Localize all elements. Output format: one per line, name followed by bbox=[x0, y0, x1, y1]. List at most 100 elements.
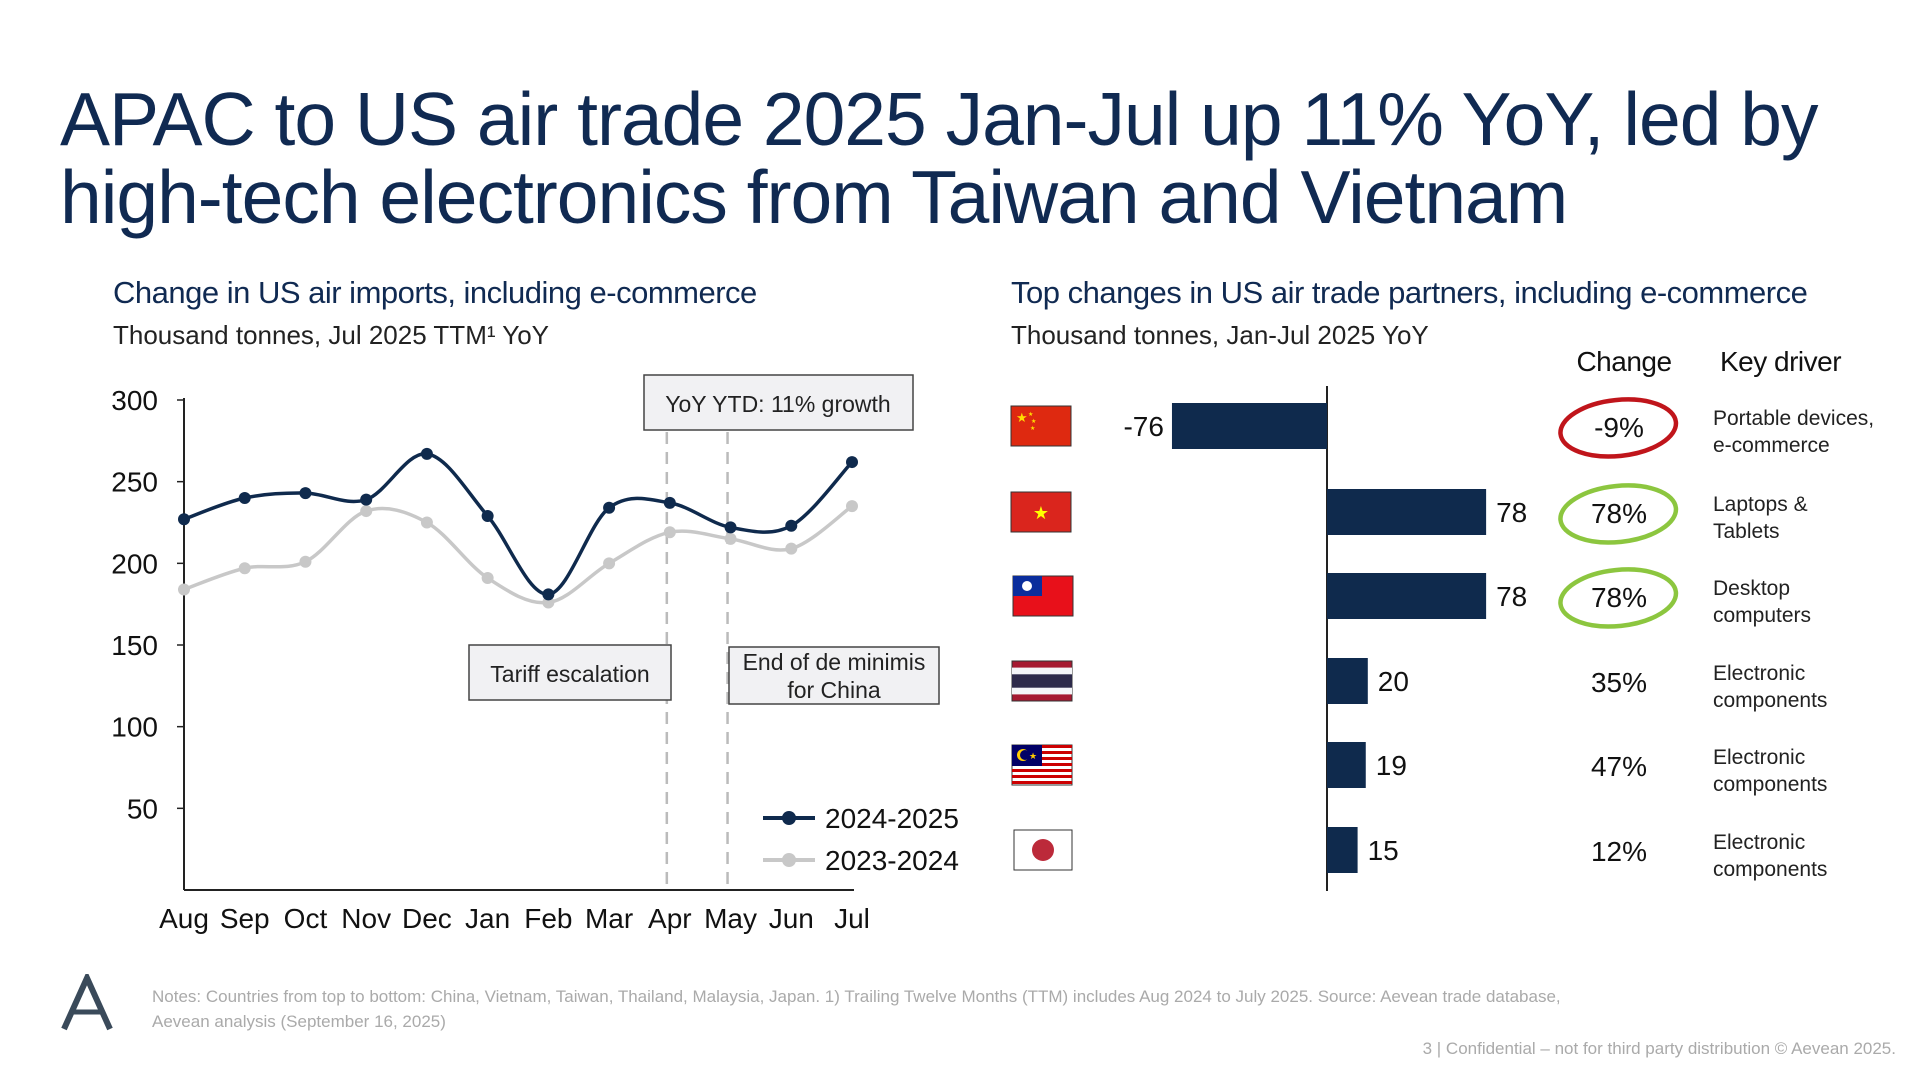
key-driver-line-2: computers bbox=[1713, 604, 1811, 627]
x-tick-label: Aug bbox=[159, 903, 209, 934]
change-value: 12% bbox=[1591, 836, 1647, 867]
key-driver-line-1: Electronic bbox=[1713, 662, 1805, 685]
svg-text:★: ★ bbox=[1029, 751, 1037, 761]
annotation-ytd: YoY YTD: 11% growth bbox=[643, 374, 914, 431]
svg-text:★: ★ bbox=[1028, 411, 1033, 418]
data-point-2023-2024 bbox=[420, 516, 433, 529]
bar-thailand bbox=[1327, 658, 1368, 704]
legend-label-2023-2024: 2023-2024 bbox=[825, 845, 959, 876]
title-line-1: APAC to US air trade 2025 Jan-Jul up 11%… bbox=[60, 77, 1818, 161]
driver-column-header: Key driver bbox=[1720, 346, 1842, 377]
y-tick-label: 100 bbox=[111, 712, 158, 743]
y-tick-label: 50 bbox=[127, 793, 158, 824]
data-point-2024-2025 bbox=[360, 493, 373, 506]
bar-malaysia bbox=[1327, 742, 1366, 788]
highlight-circle bbox=[1558, 397, 1679, 459]
data-point-2024-2025 bbox=[542, 588, 555, 601]
flag-taiwan-icon bbox=[1012, 575, 1074, 617]
x-tick-label: Mar bbox=[585, 903, 633, 934]
bar-chart-title: Top changes in US air trade partners, in… bbox=[1011, 275, 1808, 310]
data-point-2024-2025 bbox=[238, 492, 251, 504]
tariff-label: Tariff escalation bbox=[490, 661, 649, 687]
footnote-line-1: Notes: Countries from top to bottom: Chi… bbox=[152, 987, 1561, 1006]
bar-chart: -76 -9% Portable devices, e-commerce 78 78% La… bbox=[1010, 386, 1874, 891]
footnotes: Notes: Countries from top to bottom: Chi… bbox=[152, 984, 1872, 1034]
data-point-2023-2024 bbox=[481, 572, 494, 585]
data-point-2023-2024 bbox=[178, 583, 190, 596]
line-chart: 300 250 200 150 100 50 Aug Sep Oct Nov Dec Jan Feb Ma… bbox=[111, 374, 959, 934]
annotation-deminimis: End of de minimis for China bbox=[728, 646, 940, 705]
data-point-2023-2024 bbox=[663, 526, 676, 539]
data-point-2024-2025 bbox=[724, 521, 737, 534]
y-tick-label: 200 bbox=[111, 548, 158, 579]
bar-china bbox=[1171, 403, 1327, 449]
data-point-2023-2024 bbox=[603, 557, 616, 570]
data-point-2023-2024 bbox=[299, 555, 312, 568]
key-driver-line-1: Portable devices, bbox=[1713, 407, 1874, 430]
svg-text:★: ★ bbox=[1030, 425, 1035, 432]
svg-text:★: ★ bbox=[1016, 410, 1028, 425]
data-point-2023-2024 bbox=[360, 505, 373, 518]
flag-thailand-icon bbox=[1011, 660, 1073, 702]
key-driver-line-1: Electronic bbox=[1713, 746, 1805, 769]
key-driver-line-1: Desktop bbox=[1713, 577, 1790, 600]
legend-marker-2023-2024 bbox=[782, 853, 796, 867]
change-column-header: Change bbox=[1576, 346, 1672, 377]
svg-text:★: ★ bbox=[1031, 418, 1036, 425]
annotation-tariff: Tariff escalation bbox=[468, 644, 672, 701]
data-point-2023-2024 bbox=[785, 542, 798, 555]
x-tick-label: Dec bbox=[402, 903, 452, 934]
x-tick-label: Jan bbox=[465, 903, 510, 934]
key-driver-line-2: components bbox=[1713, 773, 1827, 796]
bar-value-label: 78 bbox=[1496, 497, 1527, 528]
change-value: 78% bbox=[1591, 498, 1647, 529]
deminimis-label-2: for China bbox=[787, 677, 881, 703]
data-point-2023-2024 bbox=[724, 532, 737, 545]
y-tick-label: 300 bbox=[111, 385, 158, 416]
deminimis-label-1: End of de minimis bbox=[743, 649, 926, 675]
bar-chart-subtitle: Thousand tonnes, Jan-Jul 2025 YoY bbox=[1011, 320, 1429, 350]
key-driver-line-1: Laptops & bbox=[1713, 493, 1808, 516]
key-driver-line-1: Electronic bbox=[1713, 831, 1805, 854]
flag-vietnam-icon: ★ bbox=[1010, 491, 1072, 533]
flag-china-icon: ★ ★★★ bbox=[1010, 405, 1072, 447]
bar-value-label: 15 bbox=[1368, 835, 1399, 866]
data-point-2024-2025 bbox=[420, 447, 433, 460]
data-point-2023-2024 bbox=[846, 500, 858, 513]
data-point-2024-2025 bbox=[299, 487, 312, 500]
y-tick-label: 250 bbox=[111, 467, 158, 498]
data-point-2024-2025 bbox=[785, 519, 798, 532]
slide-title: APAC to US air trade 2025 Jan-Jul up 11%… bbox=[60, 80, 1818, 236]
bar-value-label: 19 bbox=[1376, 750, 1407, 781]
footnote-line-2: Aevean analysis (September 16, 2025) bbox=[152, 1012, 446, 1031]
data-point-2024-2025 bbox=[846, 456, 858, 469]
x-tick-label: Jul bbox=[834, 903, 870, 934]
bar-japan bbox=[1327, 827, 1358, 873]
flag-japan-icon bbox=[1013, 829, 1073, 871]
legend: 2024-2025 2023-2024 bbox=[763, 803, 959, 876]
aevean-logo bbox=[61, 974, 113, 1031]
y-tick-label: 150 bbox=[111, 630, 158, 661]
x-tick-label: Oct bbox=[284, 903, 328, 934]
x-tick-label: Nov bbox=[341, 903, 391, 934]
change-value: 47% bbox=[1591, 751, 1647, 782]
change-value: -9% bbox=[1594, 412, 1644, 443]
svg-text:★: ★ bbox=[1033, 503, 1049, 523]
x-tick-label: Feb bbox=[524, 903, 572, 934]
key-driver-line-2: Tablets bbox=[1713, 520, 1780, 543]
highlight-circle bbox=[1558, 483, 1679, 545]
bar-taiwan bbox=[1327, 573, 1487, 619]
data-point-2024-2025 bbox=[481, 509, 494, 522]
legend-marker-2024-2025 bbox=[782, 811, 796, 825]
change-value: 78% bbox=[1591, 582, 1647, 613]
title-line-2: high-tech electronics from Taiwan and Vi… bbox=[60, 155, 1568, 239]
change-value: 35% bbox=[1591, 667, 1647, 698]
legend-label-2024-2025: 2024-2025 bbox=[825, 803, 959, 834]
highlight-circle bbox=[1558, 567, 1679, 629]
data-point-2024-2025 bbox=[663, 496, 676, 509]
key-driver-line-2: components bbox=[1713, 689, 1827, 712]
data-point-2024-2025 bbox=[178, 513, 190, 526]
x-tick-label: May bbox=[704, 903, 757, 934]
bar-value-label: 20 bbox=[1378, 666, 1409, 697]
bar-value-label: -76 bbox=[1123, 411, 1163, 442]
